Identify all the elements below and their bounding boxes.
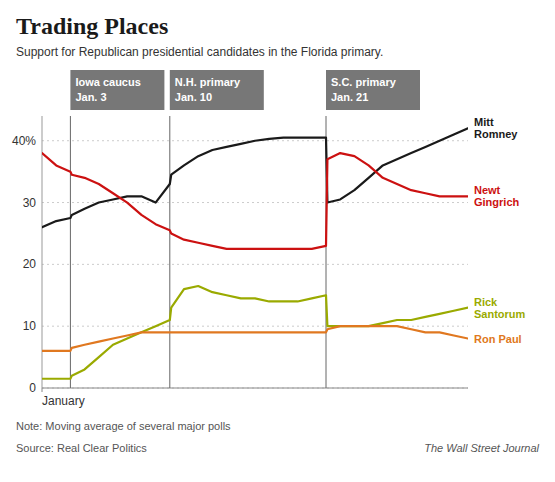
event-line xyxy=(70,116,71,388)
series-label: Ron Paul xyxy=(474,333,522,345)
series-label-line: Rick xyxy=(474,296,498,308)
event-label: N.H. primary xyxy=(175,76,241,88)
series-group xyxy=(42,128,468,378)
series-label-line: Santorum xyxy=(474,308,526,320)
x-axis-line xyxy=(42,388,468,389)
grid-line xyxy=(42,326,468,327)
y-tick-label: 30 xyxy=(23,196,37,210)
event-label: Jan. 3 xyxy=(75,91,106,103)
grid-line xyxy=(42,202,468,203)
subtitle: Support for Republican presidential cand… xyxy=(16,45,383,59)
series-line xyxy=(42,326,468,351)
source: Source: Real Clear Politics xyxy=(16,442,147,454)
series-label-line: Gingrich xyxy=(474,196,520,208)
event-box xyxy=(326,70,420,110)
event-line xyxy=(169,116,170,388)
series-label: NewtGingrich xyxy=(474,184,520,208)
series-label-line: Mitt xyxy=(474,116,494,128)
event-label: Iowa caucus xyxy=(75,76,140,88)
x-tick xyxy=(42,388,43,392)
y-tick-label: 40% xyxy=(12,134,36,148)
series-label-line: Romney xyxy=(474,128,518,140)
chart: Trading Places Support for Republican pre… xyxy=(0,0,555,482)
grid-line xyxy=(42,264,468,265)
x-tick-label: January xyxy=(42,394,85,408)
series-line xyxy=(42,128,468,227)
title: Trading Places xyxy=(16,13,168,39)
series-label: MittRomney xyxy=(474,116,518,140)
y-tick-label: 20 xyxy=(23,257,37,271)
y-tick-label: 0 xyxy=(29,381,36,395)
grid-line xyxy=(42,388,468,389)
event-box xyxy=(70,70,164,110)
event-label: Jan. 21 xyxy=(331,91,368,103)
event-box xyxy=(170,70,264,110)
note: Note: Moving average of several major po… xyxy=(16,420,231,432)
series-line xyxy=(42,286,468,379)
event-label: S.C. primary xyxy=(331,76,397,88)
series-line xyxy=(42,153,468,249)
series-label-line: Newt xyxy=(474,184,501,196)
series-label: RickSantorum xyxy=(474,296,526,320)
y-tick-label: 10 xyxy=(23,319,37,333)
y-axis-line xyxy=(42,116,43,388)
grid xyxy=(42,141,468,388)
event-label: Jan. 10 xyxy=(175,91,212,103)
series-label-line: Ron Paul xyxy=(474,333,522,345)
credit: The Wall Street Journal xyxy=(424,442,539,454)
